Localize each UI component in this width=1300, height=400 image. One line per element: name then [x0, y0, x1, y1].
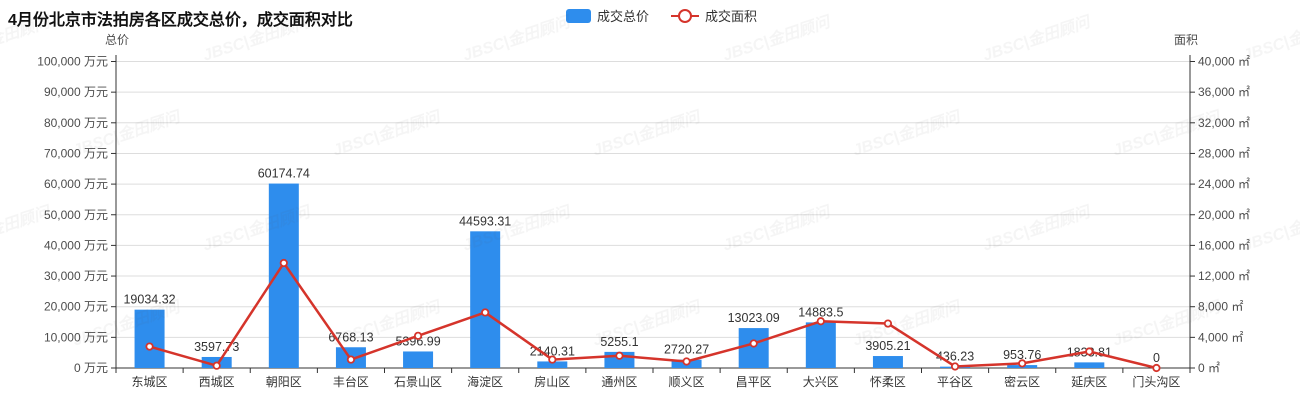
bar-value-label: 3905.21: [865, 339, 910, 353]
line-marker[interactable]: [749, 339, 758, 348]
left-axis-tick-label: 0 万元: [74, 361, 108, 375]
x-axis-category-label: 延庆区: [1071, 375, 1107, 389]
bar-value-label: 5396.99: [395, 334, 440, 348]
right-axis-tick-label: 0 ㎡: [1198, 361, 1220, 375]
x-axis-category-label: 大兴区: [803, 375, 839, 389]
x-axis-category-label: 海淀区: [467, 374, 503, 389]
line-marker[interactable]: [950, 362, 960, 371]
legend-item-total-price[interactable]: 成交总价: [566, 6, 649, 25]
legend-item-area[interactable]: 成交面积: [671, 6, 757, 25]
x-axis-category-label: 怀柔区: [870, 375, 906, 389]
line-marker[interactable]: [346, 355, 356, 364]
line-marker[interactable]: [682, 357, 691, 366]
x-axis-category-label: 通州区: [601, 375, 637, 389]
bar-value-label: 953.76: [1003, 348, 1041, 362]
line-marker[interactable]: [1018, 359, 1027, 368]
line-legend-swatch-icon: [671, 8, 700, 23]
bar-value-label: 2720.27: [664, 343, 709, 357]
left-axis-tick-label: 70,000 万元: [44, 146, 108, 160]
bar[interactable]: [537, 361, 568, 368]
left-axis-tick-label: 90,000 万元: [44, 85, 108, 99]
bar-value-label: 19034.32: [123, 293, 175, 307]
bar-value-label: 5255.1: [600, 335, 638, 349]
bar[interactable]: [268, 183, 299, 368]
x-axis-category-label: 东城区: [132, 375, 168, 389]
line-marker[interactable]: [1085, 347, 1094, 356]
line-marker[interactable]: [615, 351, 624, 360]
line-marker[interactable]: [145, 342, 154, 351]
right-axis-tick-label: 24,000 ㎡: [1198, 177, 1250, 191]
left-axis-tick-label: 50,000 万元: [44, 208, 108, 222]
bar[interactable]: [470, 231, 501, 368]
bar[interactable]: [738, 328, 769, 368]
left-axis-tick-label: 20,000 万元: [44, 300, 108, 314]
left-axis-tick-label: 80,000 万元: [44, 116, 108, 130]
bar-value-label: 0: [1153, 351, 1160, 365]
right-axis-tick-label: 8,000 ㎡: [1198, 300, 1243, 314]
left-axis-tick-label: 30,000 万元: [44, 269, 108, 283]
bar-legend-swatch-icon: [566, 8, 591, 23]
left-axis-name: 总价: [105, 33, 129, 47]
bar[interactable]: [872, 356, 903, 368]
x-axis-category-label: 朝阳区: [266, 375, 302, 389]
x-axis-category-label: 石景山区: [394, 375, 442, 389]
line-marker[interactable]: [548, 355, 557, 364]
bar-value-label: 60174.74: [258, 167, 310, 181]
line-marker[interactable]: [883, 319, 893, 328]
right-axis-tick-label: 4,000 ㎡: [1198, 330, 1243, 344]
bar[interactable]: [134, 309, 165, 368]
right-axis-tick-label: 20,000 ㎡: [1198, 208, 1250, 222]
left-axis-tick-label: 40,000 万元: [44, 238, 108, 252]
bar-value-label: 14883.5: [798, 305, 843, 319]
x-axis-category-label: 平谷区: [937, 375, 973, 389]
right-axis-tick-label: 12,000 ㎡: [1198, 269, 1250, 283]
bar-value-label: 6768.13: [328, 330, 373, 344]
x-axis-category-label: 昌平区: [736, 375, 772, 389]
line-marker[interactable]: [413, 331, 423, 340]
right-axis-name: 面积: [1174, 33, 1198, 47]
x-axis-category-label: 西城区: [199, 375, 235, 389]
right-axis-tick-label: 28,000 ㎡: [1198, 146, 1250, 160]
right-axis-tick-label: 36,000 ㎡: [1198, 85, 1250, 99]
legend: 成交总价 成交面积: [566, 6, 757, 25]
legend-label-area: 成交面积: [705, 9, 758, 24]
right-axis-tick-label: 32,000 ㎡: [1198, 116, 1250, 130]
bar-value-label: 2140.31: [530, 344, 575, 358]
left-axis-tick-label: 60,000 万元: [44, 177, 108, 191]
x-axis-category-label: 房山区: [534, 374, 570, 389]
bar[interactable]: [403, 351, 434, 368]
left-axis-tick-label: 10,000 万元: [44, 330, 108, 344]
x-axis-category-label: 顺义区: [669, 375, 705, 389]
line-marker[interactable]: [1152, 363, 1161, 373]
x-axis-category-label: 密云区: [1004, 374, 1040, 389]
bar[interactable]: [805, 322, 836, 368]
right-axis-tick-label: 16,000 ㎡: [1198, 238, 1250, 252]
chart-title: 4月份北京市法拍房各区成交总价，成交面积对比: [8, 12, 353, 29]
bar-value-label: 13023.09: [728, 311, 780, 325]
x-axis-category-label: 丰台区: [333, 374, 369, 389]
bar-value-label: 44593.31: [459, 214, 511, 228]
x-axis-category-label: 门头沟区: [1132, 374, 1180, 389]
line-marker[interactable]: [212, 361, 221, 370]
line-marker[interactable]: [816, 317, 825, 326]
left-axis-tick-label: 100,000 万元: [37, 55, 108, 69]
line-marker[interactable]: [279, 258, 288, 268]
line-marker[interactable]: [481, 308, 490, 317]
right-axis-tick-label: 40,000 ㎡: [1198, 55, 1250, 69]
bar[interactable]: [1074, 362, 1105, 368]
legend-label-total-price: 成交总价: [597, 9, 650, 24]
line-series[interactable]: [149, 261, 1157, 370]
